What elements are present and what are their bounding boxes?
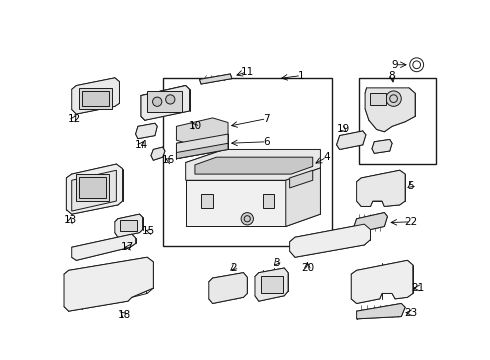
Text: 13: 13: [64, 215, 77, 225]
Polygon shape: [290, 170, 313, 188]
Text: 5: 5: [407, 181, 414, 191]
Polygon shape: [141, 95, 145, 120]
Polygon shape: [72, 234, 136, 260]
Text: 6: 6: [263, 137, 270, 147]
Polygon shape: [136, 123, 157, 139]
Text: 10: 10: [188, 121, 201, 131]
Bar: [120, 220, 137, 231]
Bar: [76, 174, 109, 201]
Polygon shape: [186, 149, 320, 180]
Polygon shape: [176, 143, 228, 159]
Text: 20: 20: [301, 263, 314, 273]
Bar: [82, 91, 109, 106]
Bar: [147, 91, 182, 112]
Circle shape: [166, 95, 175, 104]
Polygon shape: [357, 303, 405, 319]
Polygon shape: [195, 157, 313, 174]
Bar: [263, 194, 274, 208]
Polygon shape: [286, 168, 320, 226]
Polygon shape: [72, 78, 120, 114]
Bar: [370, 93, 386, 105]
Polygon shape: [357, 170, 405, 206]
Text: 16: 16: [162, 155, 175, 165]
Bar: [79, 177, 106, 198]
Polygon shape: [141, 86, 190, 99]
Polygon shape: [209, 273, 247, 303]
Text: 7: 7: [263, 114, 270, 123]
Polygon shape: [354, 213, 388, 233]
Circle shape: [410, 58, 423, 72]
Polygon shape: [176, 118, 228, 145]
Text: 18: 18: [118, 310, 131, 320]
Text: 22: 22: [404, 217, 417, 227]
Polygon shape: [337, 131, 366, 149]
Text: 21: 21: [412, 283, 425, 293]
Polygon shape: [290, 224, 370, 257]
Bar: [79, 88, 112, 109]
Text: 19: 19: [337, 125, 350, 134]
Circle shape: [152, 97, 162, 106]
Text: 17: 17: [122, 242, 135, 252]
Bar: [163, 78, 332, 246]
Text: 2: 2: [230, 263, 237, 273]
Bar: [261, 276, 283, 293]
Bar: [201, 194, 213, 208]
Polygon shape: [186, 180, 286, 226]
Polygon shape: [351, 260, 413, 303]
Text: 11: 11: [241, 67, 254, 77]
Text: 15: 15: [142, 226, 155, 236]
Polygon shape: [176, 134, 228, 159]
Text: 8: 8: [389, 71, 395, 81]
Text: 9: 9: [392, 60, 398, 70]
Text: 14: 14: [134, 140, 147, 150]
Polygon shape: [66, 164, 122, 214]
Polygon shape: [255, 268, 288, 301]
Polygon shape: [372, 139, 392, 153]
Polygon shape: [141, 86, 190, 120]
Polygon shape: [365, 88, 415, 132]
Polygon shape: [64, 257, 153, 311]
Text: 23: 23: [404, 308, 417, 318]
Circle shape: [241, 213, 253, 225]
Polygon shape: [199, 74, 232, 84]
Text: 12: 12: [68, 114, 81, 123]
Circle shape: [386, 91, 401, 106]
Polygon shape: [115, 214, 143, 237]
Bar: [359, 78, 436, 164]
Polygon shape: [72, 170, 117, 211]
Text: 1: 1: [298, 71, 304, 81]
Polygon shape: [151, 147, 165, 160]
Text: 4: 4: [323, 152, 330, 162]
Text: 3: 3: [273, 258, 280, 267]
